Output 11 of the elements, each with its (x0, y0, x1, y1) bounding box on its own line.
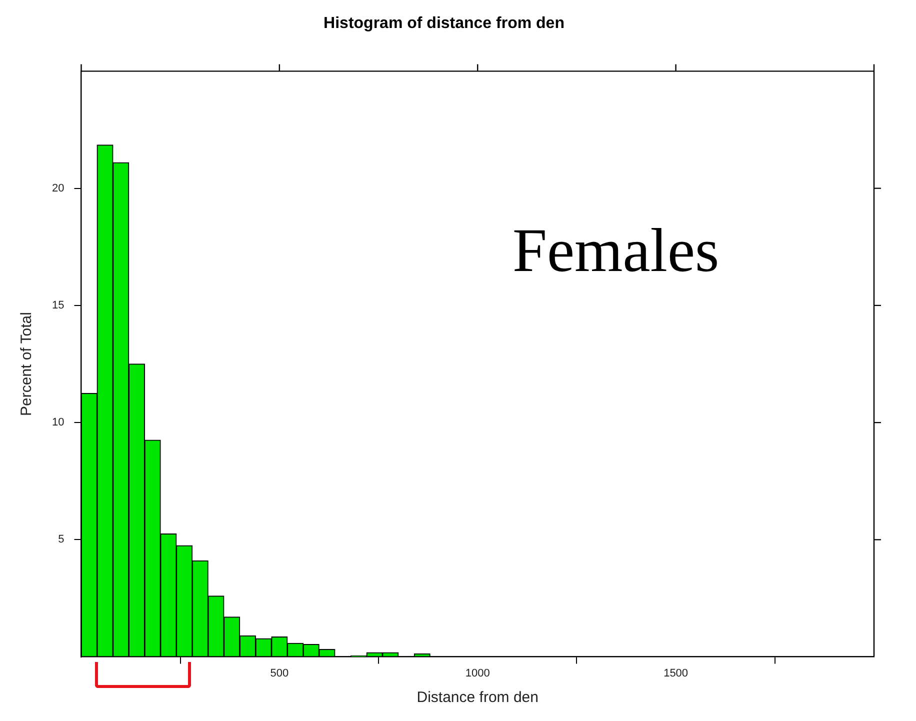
y-tick-label: 5 (58, 534, 64, 546)
x-tick-label: 1500 (664, 667, 688, 680)
y-axis-title: Percent of Total (18, 312, 36, 416)
chart-title: Histogram of distance from den (324, 15, 564, 32)
x-tick-label: 1000 (465, 667, 490, 680)
y-tick-label: 10 (52, 416, 64, 429)
x-tick-label: 500 (270, 667, 289, 680)
annotation: Females (512, 217, 720, 286)
y-tick-label: 15 (52, 299, 64, 312)
x-axis-title: Distance from den (416, 689, 538, 706)
y-tick-label: 20 (52, 182, 64, 194)
